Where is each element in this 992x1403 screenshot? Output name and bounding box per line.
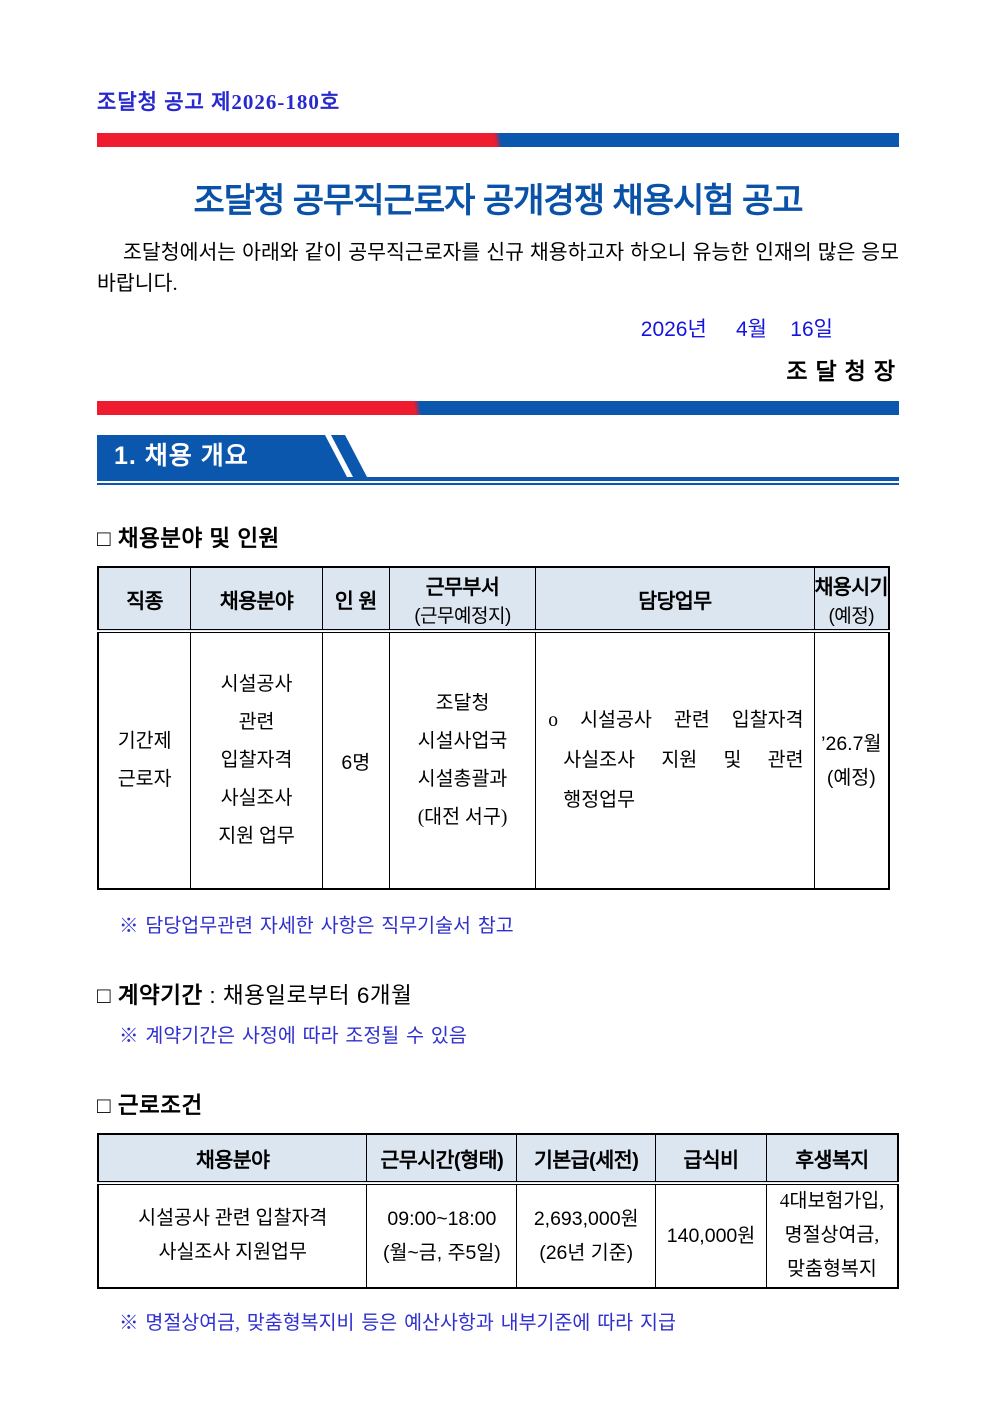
cell-field2: 시설공사 관련 입찰자격 사실조사 지원업무 [97, 1182, 368, 1289]
recruitment-table-header-row: 직종 채용분야 인 원 근무부서 (근무예정지) 담당업무 채용시기 (예정) [97, 566, 890, 632]
section-title: 1. 채용 개요 [114, 442, 249, 470]
cell-welfare: 4대보험가입, 명절상여금, 맞춤형복지 [765, 1182, 899, 1289]
recruitment-table: 직종 채용분야 인 원 근무부서 (근무예정지) 담당업무 채용시기 (예정) [97, 566, 890, 890]
section-banner: 1. 채용 개요 [97, 435, 899, 477]
contract-period-value: : 채용일로부터 6개월 [202, 983, 413, 1008]
cell-timing: ’26.7월 (예정) [813, 630, 890, 890]
column-header-timing: 채용시기 (예정) [813, 566, 890, 632]
working-table-header-row: 채용분야 근무시간(형태) 기본급(세전) 급식비 후생복지 [97, 1133, 899, 1184]
section-banner-shape [97, 435, 347, 477]
cell-meal-allowance: 140,000원 [655, 1182, 767, 1289]
column-header-meal: 급식비 [655, 1133, 767, 1184]
section-divider-bar [97, 401, 899, 415]
section-underline-thin [97, 483, 899, 485]
column-header-welfare: 후생복지 [765, 1133, 899, 1184]
intro-paragraph: 조달청에서는 아래와 같이 공무직근로자를 신규 채용하고자 하오니 유능한 인… [97, 242, 899, 295]
working-conditions-table: 채용분야 근무시간(형태) 기본급(세전) 급식비 후생복지 시설공사 관련 입… [97, 1133, 899, 1289]
cell-headcount: 6명 [321, 630, 390, 890]
column-header-department: 근무부서 (근무예정지) [388, 566, 537, 632]
cell-hours: 09:00~18:00 (월~금, 주5일) [366, 1182, 518, 1289]
column-header-field2: 채용분야 [97, 1133, 368, 1184]
announcement-date: 2026년 4월 16일 [640, 318, 833, 341]
heading-recruit-field: □ 채용분야 및 인원 [97, 526, 280, 551]
working-conditions-row: 시설공사 관련 입찰자격 사실조사 지원업무 09:00~18:00 (월~금,… [97, 1182, 899, 1289]
heading-working-conditions: □ 근로조건 [97, 1093, 203, 1118]
column-header-duties: 담당업무 [535, 566, 815, 632]
column-header-headcount: 인 원 [321, 566, 390, 632]
cell-job-type: 기간제 근로자 [97, 630, 192, 890]
header-divider-bar [97, 133, 899, 147]
signature-title: 조달청장 [786, 358, 903, 384]
document-title: 조달청 공무직근로자 공개경쟁 채용시험 공고 [193, 182, 803, 220]
column-header-field: 채용분야 [190, 566, 323, 632]
note-welfare-budget: ※ 명절상여금, 맞춤형복지비 등은 예산사항과 내부기준에 따라 지급 [119, 1313, 676, 1334]
column-header-job-type: 직종 [97, 566, 192, 632]
column-header-hours: 근무시간(형태) [366, 1133, 518, 1184]
cell-base-pay: 2,693,000원 (26년 기준) [516, 1182, 657, 1289]
recruitment-table-row: 기간제 근로자 시설공사 관련 입찰자격 사실조사 지원 업무 6명 조달청 시… [97, 630, 890, 890]
cell-field: 시설공사 관련 입찰자격 사실조사 지원 업무 [190, 630, 323, 890]
notice-number: 조달청 공고 제2026-180호 [97, 90, 341, 114]
note-contract-adjustable: ※ 계약기간은 사정에 따라 조정될 수 있음 [119, 1026, 467, 1047]
cell-duties: o 시설공사 관련 입찰자격 사실조사 지원 및 관련 행정업무 [535, 630, 815, 890]
cell-department: 조달청 시설사업국 시설총괄과 (대전 서구) [388, 630, 537, 890]
note-duties-reference: ※ 담당업무관련 자세한 사항은 직무기술서 참고 [119, 916, 514, 937]
column-header-base-pay: 기본급(세전) [516, 1133, 657, 1184]
heading-contract-period: □ 계약기간 : 채용일로부터 6개월 [97, 983, 413, 1008]
section-underline-thick [97, 477, 899, 481]
